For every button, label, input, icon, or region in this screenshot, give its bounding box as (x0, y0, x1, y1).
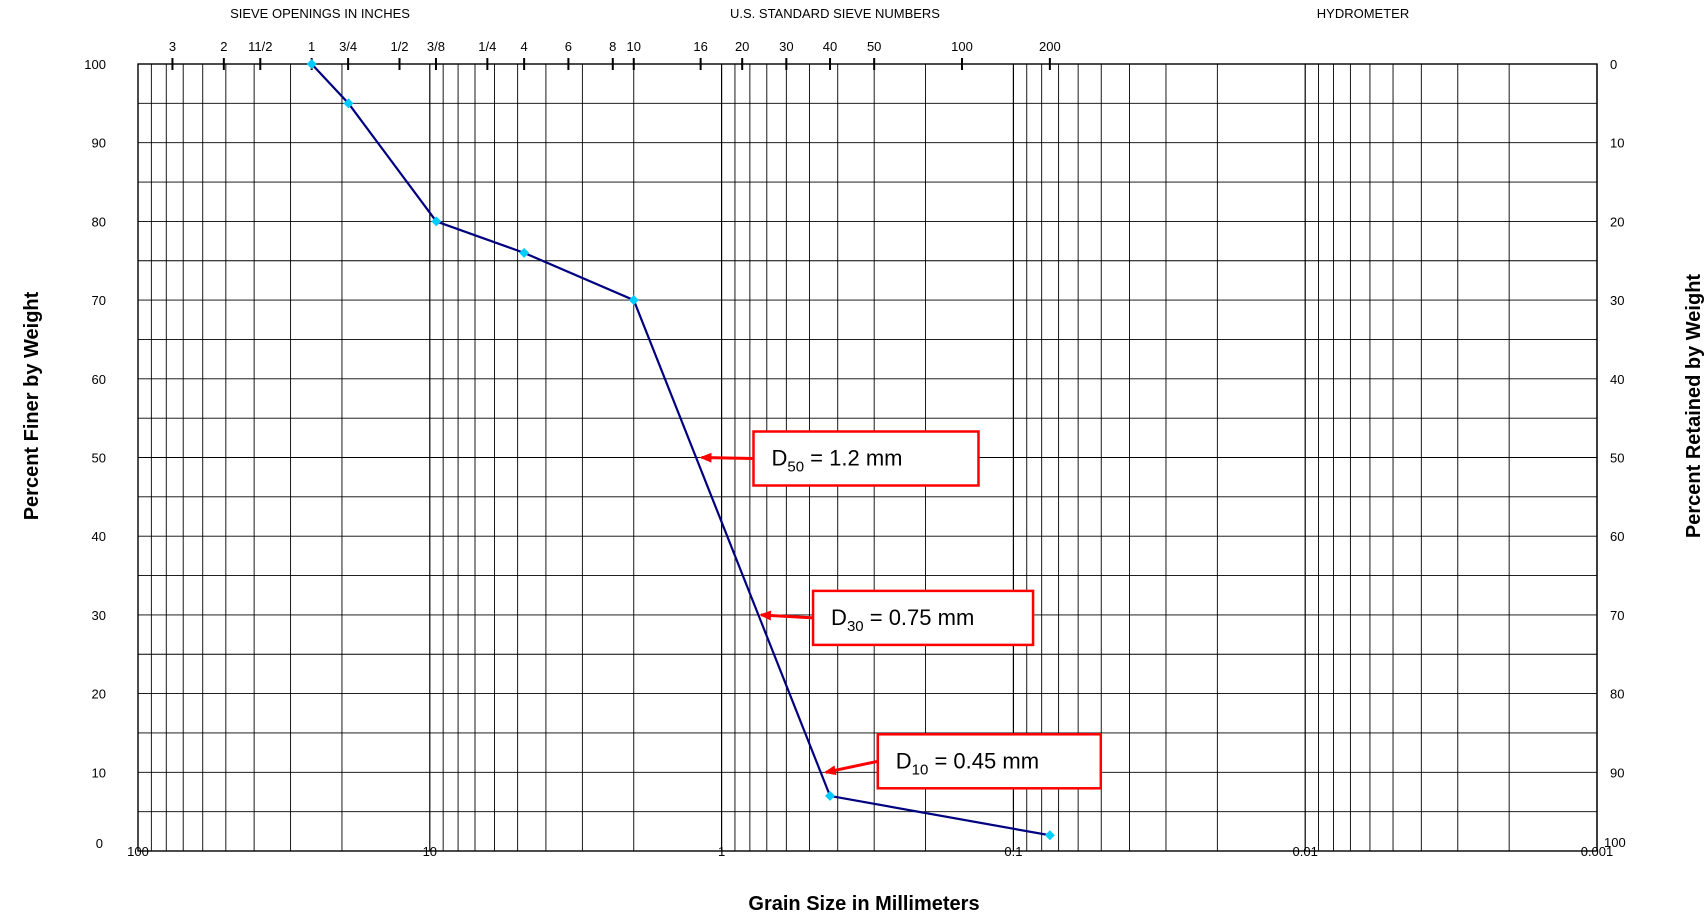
data-point (628, 295, 639, 306)
y-tick-label: 80 (92, 214, 106, 229)
x-tick-label: 10 (423, 844, 437, 859)
top-ticks: 3 2 11/2 1 3/4 1/2 3/8 1/4 4 6 8 10 16 20 30 40 50 100 200 (169, 39, 1061, 70)
data-point (306, 59, 317, 69)
y-axis-title: Percent Finer by Weight (21, 291, 43, 520)
top-tick-label: 3 (169, 39, 176, 54)
top-tick-label: 3/4 (339, 39, 357, 54)
data-point (519, 247, 530, 258)
top-group-label-hydrometer: HYDROMETER (1317, 6, 1409, 21)
y-tick-label: 90 (92, 136, 106, 151)
data-point (825, 790, 836, 801)
y-tick-label: 0 (96, 836, 103, 851)
y-tick-label: 40 (92, 529, 106, 544)
y2-axis-title: Percent Retained by Weight (1683, 274, 1705, 538)
top-tick-label: 40 (823, 39, 837, 54)
x-tick-label: 0.1 (1004, 844, 1022, 859)
annotation-label: D30 = 0.75 mm (831, 605, 974, 635)
top-tick-label: 30 (779, 39, 793, 54)
top-tick-label: 20 (735, 39, 749, 54)
annotation-label: D10 = 0.45 mm (896, 748, 1039, 778)
y-tick-label: 20 (92, 687, 106, 702)
top-group-label-sieve-numbers: U.S. STANDARD SIEVE NUMBERS (730, 6, 940, 21)
annotation-arrow (759, 610, 814, 621)
y2-tick-label: 80 (1610, 687, 1624, 702)
data-point (431, 216, 442, 227)
y-tick-label: 60 (92, 372, 106, 387)
top-tick-label: 3/8 (427, 39, 445, 54)
series (306, 59, 1055, 841)
x-axis-title: Grain Size in Millimeters (748, 893, 979, 912)
x-tick-label: 0.001 (1581, 844, 1614, 859)
y2-tick-label: 0 (1610, 57, 1617, 72)
data-point (1044, 830, 1055, 841)
y-tick-label: 10 (92, 765, 106, 780)
y2-tick-label: 10 (1610, 136, 1624, 151)
annotation-box (752, 430, 980, 487)
y2-tick-label: 40 (1610, 372, 1624, 387)
top-tick-label: 16 (693, 39, 707, 54)
annotation-arrow (823, 759, 879, 776)
x-tick-label: 1 (718, 844, 725, 859)
x-tick-label: 100 (127, 844, 149, 859)
plot-frame (137, 63, 1598, 852)
top-tick-label: 1/2 (390, 39, 408, 54)
y2-tick-label: 60 (1610, 529, 1624, 544)
y2-tick-label: 100 (1604, 835, 1626, 850)
top-tick-label: 11/2 (248, 39, 272, 54)
top-tick-label: 2 (220, 39, 227, 54)
y2-tick-label: 30 (1610, 293, 1624, 308)
y-tick-label: 70 (92, 293, 106, 308)
y2-tick-label: 50 (1610, 451, 1624, 466)
y2-tick-label: 90 (1610, 765, 1624, 780)
y2-tick-label: 70 (1610, 608, 1624, 623)
y-tick-label: 100 (84, 57, 106, 72)
annotation-label: D50 = 1.2 mm (771, 446, 902, 476)
y-tick-label: 30 (92, 608, 106, 623)
top-tick-label: 6 (565, 39, 572, 54)
top-tick-label: 100 (951, 39, 973, 54)
top-tick-label: 200 (1039, 39, 1061, 54)
axis-labels: Grain Size in Millimeters Percent Finer … (21, 6, 1705, 912)
top-tick-label: 1/4 (478, 39, 496, 54)
top-tick-label: 4 (521, 39, 528, 54)
top-tick-label: 50 (867, 39, 881, 54)
annotation-arrow (699, 452, 754, 463)
plot-border (137, 63, 1598, 852)
top-group-label-sieve-openings: SIEVE OPENINGS IN INCHES (230, 6, 410, 21)
annotations: D50 = 1.2 mm D30 = 0.75 mm D10 = 0.45 mm (699, 430, 1103, 790)
y-tick-label: 50 (92, 451, 106, 466)
top-tick-label: 10 (627, 39, 641, 54)
top-tick-label: 1 (308, 39, 315, 54)
x-tick-label: 0.01 (1293, 844, 1318, 859)
data-point (343, 98, 354, 109)
y2-tick-label: 20 (1610, 214, 1624, 229)
top-tick-label: 8 (609, 39, 616, 54)
